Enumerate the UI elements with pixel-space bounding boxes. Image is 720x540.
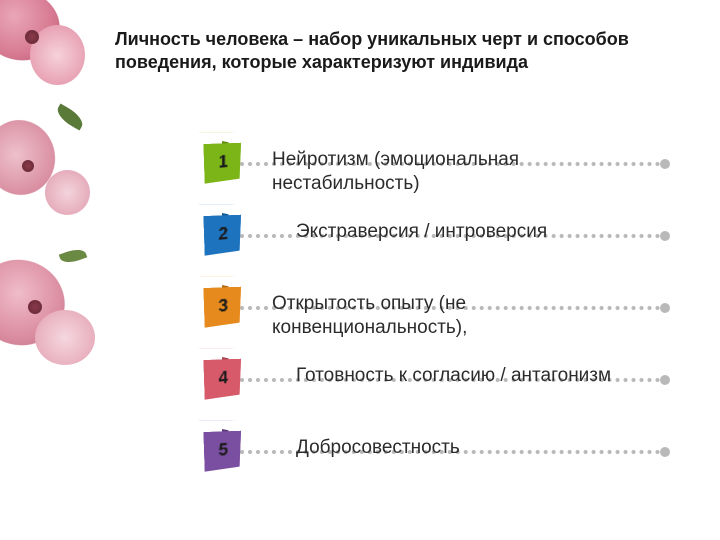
list-item: 4 Готовность к согласию / антагонизм [200, 348, 680, 420]
number-cube: 2 [200, 214, 240, 254]
list-item: 5 Добросовестность [200, 420, 680, 492]
leader-endcap [660, 231, 670, 241]
list-item: 2 Экстраверсия / интроверсия [200, 204, 680, 276]
number-cube: 4 [200, 358, 240, 398]
number-cube: 5 [200, 430, 240, 470]
cube-number: 5 [203, 431, 241, 472]
item-label: Добросовестность [296, 436, 650, 460]
item-label: Готовность к согласию / антагонизм [296, 364, 650, 388]
slide-title: Личность человека – набор уникальных чер… [115, 28, 675, 73]
cube-number: 1 [203, 143, 241, 184]
list-item: 3 Открытость опыту (не конвенциональность… [200, 276, 680, 348]
leader-endcap [660, 447, 670, 457]
number-cube: 3 [200, 286, 240, 326]
leader-endcap [660, 159, 670, 169]
cube-number: 3 [203, 287, 241, 328]
leader-endcap [660, 375, 670, 385]
cube-number: 4 [203, 359, 241, 400]
item-label: Экстраверсия / интроверсия [296, 220, 650, 244]
list-item: 1 Нейротизм (эмоциональная нестабильность… [200, 132, 680, 204]
cube-number: 2 [203, 215, 241, 256]
number-cube: 1 [200, 142, 240, 182]
item-label: Нейротизм (эмоциональная нестабильность) [272, 148, 650, 197]
leader-endcap [660, 303, 670, 313]
item-label: Открытость опыту (не конвенциональность)… [272, 292, 650, 341]
slide-canvas: Личность человека – набор уникальных чер… [0, 0, 720, 540]
